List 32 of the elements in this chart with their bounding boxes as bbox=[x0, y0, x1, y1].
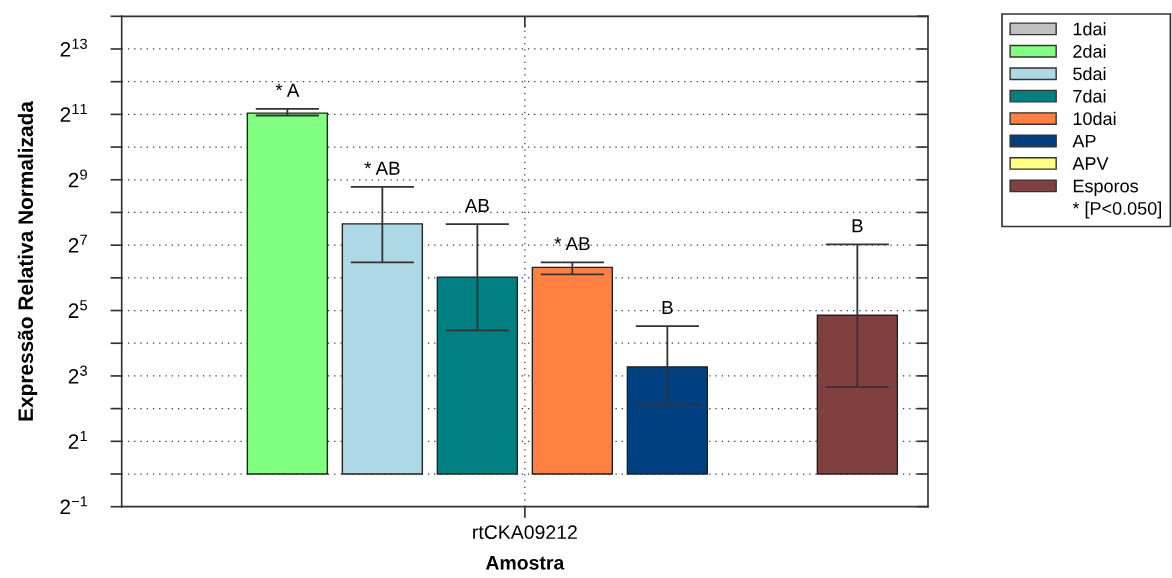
bar bbox=[246, 112, 329, 475]
legend-label: 10dai bbox=[1073, 111, 1116, 126]
annotation: AB bbox=[464, 198, 489, 212]
annotation: * AB bbox=[554, 237, 590, 251]
bar bbox=[436, 276, 519, 475]
y-tick-label: 2$^{9}$ bbox=[68, 169, 87, 188]
y-tick-label: 2$^{1}$ bbox=[68, 430, 87, 449]
annotation: B bbox=[852, 219, 863, 233]
text: * [P<0.050] bbox=[1072, 201, 1161, 219]
legend-label: AP bbox=[1072, 134, 1096, 148]
y-tick-label: 2$^{−1}$ bbox=[60, 496, 88, 515]
y-tick-label: 2$^{7}$ bbox=[68, 234, 87, 253]
bar bbox=[531, 266, 614, 475]
annotation: B bbox=[662, 300, 673, 314]
legend-label: 5dai bbox=[1073, 66, 1106, 81]
legend-label: 7dai bbox=[1073, 89, 1106, 103]
bar bbox=[816, 314, 899, 475]
y-tick-label: 2$^{5}$ bbox=[68, 300, 88, 318]
bar bbox=[626, 366, 709, 475]
x-tick-label: rtCKA09212 bbox=[473, 525, 577, 540]
annotation: * A bbox=[275, 83, 300, 97]
y-tick-label: 2$^{11}$ bbox=[60, 104, 87, 122]
bar bbox=[341, 223, 424, 475]
legend-label: 1dai bbox=[1073, 22, 1106, 36]
y-tick-label: 2$^{3}$ bbox=[68, 365, 87, 384]
y-tick-label: 2$^{13}$ bbox=[60, 38, 87, 57]
annotation: * AB bbox=[364, 161, 400, 175]
legend-label: Esporos bbox=[1073, 179, 1138, 196]
legend-label: 2dai bbox=[1073, 44, 1106, 58]
legend-label: APV bbox=[1072, 157, 1109, 170]
x-axis-title: Amostra bbox=[485, 556, 565, 570]
y-axis-title: Expressão Relativa Normalizada bbox=[17, 100, 38, 421]
